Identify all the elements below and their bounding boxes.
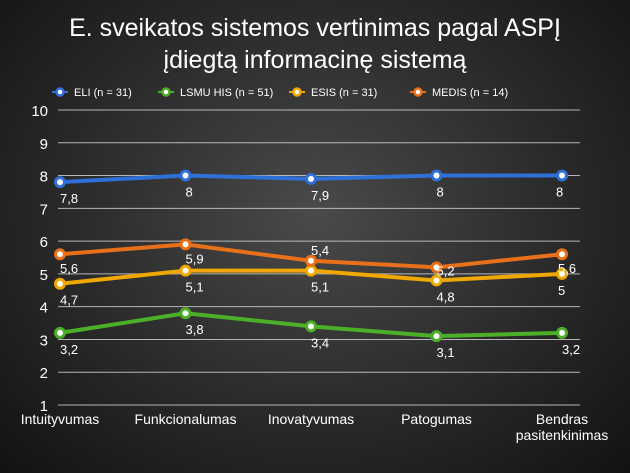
y-tick-label: 6 bbox=[40, 234, 48, 251]
data-label: 5,1 bbox=[311, 280, 329, 295]
data-label: 7,8 bbox=[60, 191, 78, 206]
data-label: 3,1 bbox=[437, 345, 455, 360]
data-point bbox=[430, 274, 443, 287]
data-label: 3,4 bbox=[311, 335, 329, 350]
data-label: 8 bbox=[556, 185, 563, 200]
data-point bbox=[556, 248, 568, 261]
legend-marker bbox=[292, 87, 302, 97]
data-point bbox=[305, 254, 317, 267]
y-tick-label: 2 bbox=[40, 365, 48, 382]
x-tick-label: pasitenkinimas bbox=[516, 427, 609, 443]
data-point bbox=[54, 176, 66, 189]
data-point bbox=[430, 261, 443, 274]
data-point bbox=[556, 267, 568, 280]
data-point bbox=[54, 326, 66, 339]
chart-title-line-1: E. sveikatos sistemos vertinimas pagal A… bbox=[69, 14, 561, 42]
y-tick-label: 4 bbox=[40, 300, 48, 317]
data-point bbox=[179, 169, 192, 182]
legend-marker bbox=[55, 87, 65, 97]
data-label: 4,8 bbox=[437, 289, 455, 304]
data-point bbox=[179, 264, 192, 277]
data-label: 5 bbox=[558, 283, 565, 298]
chart-title: E. sveikatos sistemos vertinimas pagal A… bbox=[0, 12, 630, 76]
data-label: 5,6 bbox=[60, 261, 78, 276]
data-point bbox=[305, 320, 317, 333]
legend-label: ESIS (n = 31) bbox=[311, 87, 377, 99]
data-label: 5,1 bbox=[186, 280, 204, 295]
legend-label: ELI (n = 31) bbox=[74, 87, 132, 99]
data-point bbox=[305, 172, 317, 185]
x-tick-label: Patogumas bbox=[401, 411, 472, 427]
data-label: 5,9 bbox=[186, 251, 204, 266]
data-label: 5,4 bbox=[311, 243, 329, 258]
legend-label: MEDIS (n = 14) bbox=[432, 87, 508, 99]
data-label: 3,2 bbox=[562, 342, 580, 357]
data-point bbox=[179, 307, 192, 320]
y-tick-label: 1 bbox=[40, 398, 48, 415]
y-tick-label: 3 bbox=[40, 332, 48, 349]
x-tick-label: Bendras bbox=[536, 411, 588, 427]
legend-label: LSMU HIS (n = 51) bbox=[180, 87, 273, 99]
data-label: 4,7 bbox=[60, 293, 78, 308]
data-point bbox=[556, 326, 568, 339]
data-label: 5,6 bbox=[558, 261, 576, 276]
data-point bbox=[430, 330, 443, 343]
x-tick-label: Inovatyvumas bbox=[268, 411, 354, 427]
data-point bbox=[54, 277, 66, 290]
data-label: 3,8 bbox=[186, 322, 204, 337]
x-tick-label: Funkcionalumas bbox=[135, 411, 237, 427]
data-point bbox=[556, 169, 568, 182]
x-tick-label: Intuityvumas bbox=[21, 411, 100, 427]
data-label: 3,2 bbox=[60, 342, 78, 357]
data-label: 8 bbox=[437, 185, 444, 200]
data-label: 5,2 bbox=[437, 263, 455, 278]
data-label: 8 bbox=[186, 185, 193, 200]
data-point bbox=[430, 169, 443, 182]
y-tick-label: 5 bbox=[40, 267, 48, 284]
data-point bbox=[305, 264, 317, 277]
legend-marker bbox=[161, 87, 171, 97]
data-label: 7,9 bbox=[311, 188, 329, 203]
y-tick-label: 8 bbox=[40, 169, 48, 186]
legend-marker bbox=[413, 87, 423, 97]
y-tick-label: 9 bbox=[40, 136, 48, 153]
chart-title-line-2: įdiegtą informacinę sistemą bbox=[163, 46, 467, 74]
data-point bbox=[54, 248, 66, 261]
data-point bbox=[179, 238, 192, 251]
y-tick-label: 10 bbox=[31, 103, 48, 120]
y-tick-label: 7 bbox=[40, 201, 48, 218]
